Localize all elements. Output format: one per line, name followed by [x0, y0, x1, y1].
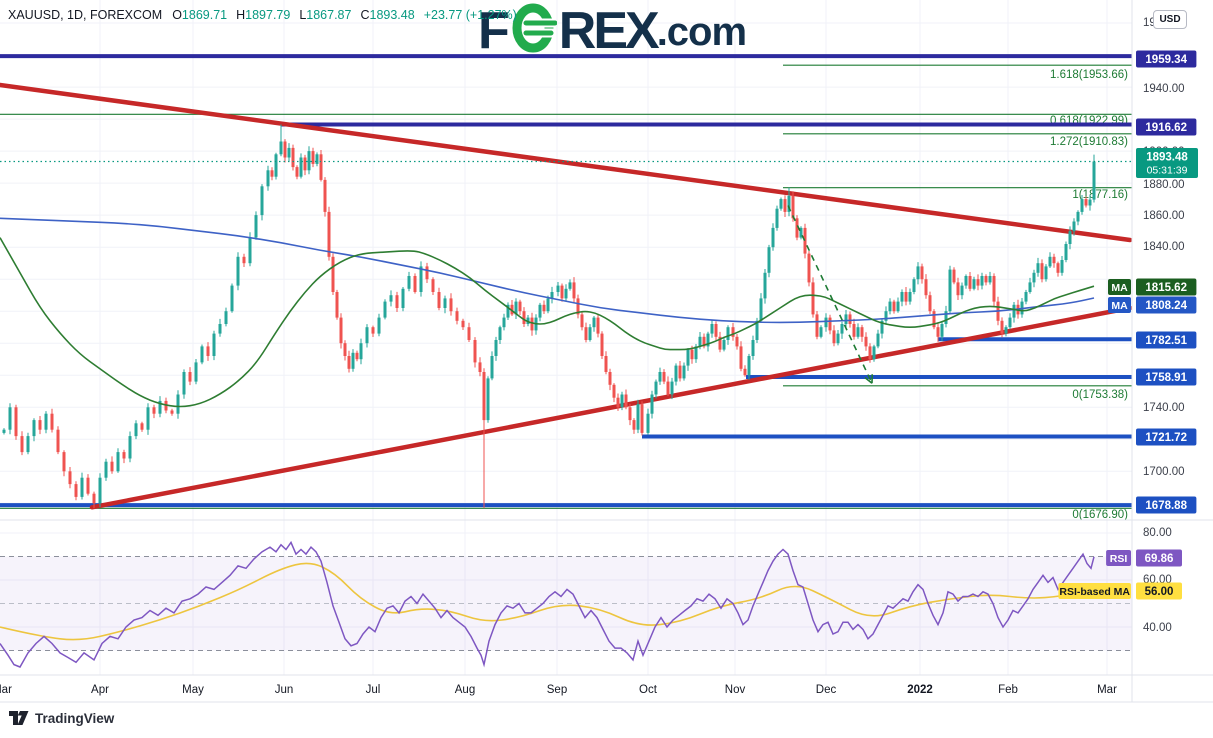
- axis-price-label: 1880.00: [1143, 179, 1185, 191]
- price-badge-value: 69.86: [1145, 553, 1174, 565]
- currency-usd-button[interactable]: USD: [1153, 10, 1187, 29]
- fib-level-label: 1.272(1910.83): [1050, 136, 1128, 148]
- close-value: 1893.48: [369, 8, 415, 22]
- price-badge-value: 56.00: [1145, 586, 1174, 598]
- axis-price-label: 1740.00: [1143, 402, 1185, 414]
- logo-euro-o-icon: [511, 0, 558, 58]
- indicator-chip: [1108, 279, 1131, 295]
- axis-price-label: 40.00: [1143, 622, 1172, 634]
- price-badge-value: 1758.91: [1145, 372, 1187, 384]
- axis-month-label: Apr: [91, 684, 109, 696]
- open-value: 1869.71: [181, 8, 228, 22]
- rsi-overbought-oversold-band: [0, 556, 1132, 651]
- logo-tld: .com: [656, 10, 747, 54]
- low-value: 1867.87: [306, 8, 352, 22]
- price-badge: [1136, 368, 1197, 386]
- price-badge-value: 1959.34: [1145, 54, 1187, 66]
- axis-price-label: 80.00: [1143, 527, 1172, 539]
- indicator-chip: [1108, 297, 1131, 313]
- pane-separators: [0, 0, 1213, 703]
- price-badge-value: 1916.62: [1145, 122, 1187, 134]
- price-badge-value: 1678.88: [1145, 500, 1187, 512]
- axis-month-label: 2022: [907, 684, 933, 696]
- indicator-chip-label: RSI: [1110, 553, 1128, 565]
- price-badge: [1136, 331, 1197, 349]
- axis-month-label: Jun: [275, 684, 294, 696]
- indicator-chip: [1058, 583, 1131, 599]
- projection-arrow[interactable]: [787, 205, 873, 384]
- tradingview-attribution[interactable]: TradingView: [8, 710, 114, 727]
- ma-50-line: [0, 237, 1095, 408]
- tradingview-brand-text: TradingView: [35, 711, 115, 726]
- indicator-chip: [1106, 550, 1131, 566]
- axis-month-label: Dec: [816, 684, 837, 696]
- price-badge-value: 1808.24: [1145, 300, 1187, 312]
- rsi-ma-line: [0, 562, 1095, 641]
- axis-price-label: 1840.00: [1143, 241, 1185, 253]
- price-axis[interactable]: 1980.001940.001900.001880.001860.001840.…: [1143, 17, 1185, 634]
- price-badge: [1136, 50, 1197, 68]
- indicator-chip-label: MA: [1111, 282, 1128, 294]
- axis-month-label: May: [182, 684, 204, 696]
- price-badge-value: 1782.51: [1145, 335, 1187, 347]
- rsi-line: [0, 540, 1095, 668]
- axis-month-label: Feb: [998, 684, 1018, 696]
- axis-month-label: Mar: [1097, 684, 1117, 696]
- axis-month-label: Jul: [366, 684, 381, 696]
- open-label: O: [172, 8, 182, 22]
- support-resistance-lines[interactable]: [0, 54, 1132, 508]
- fib-level-label: 1.618(1953.66): [1050, 69, 1128, 81]
- change-value: +23.77 (+1.27%): [423, 8, 517, 22]
- symbol-title[interactable]: XAUUSD, 1D, FOREXCOM: [8, 8, 163, 22]
- price-badge: [1136, 428, 1197, 446]
- time-axis[interactable]: Mar Apr May Jun Jul Aug Sep Oct Nov Dec 2022 Feb Mar: [0, 684, 1117, 696]
- price-badge: [1136, 496, 1197, 514]
- logo-letter-f: F: [478, 2, 510, 60]
- axis-month-label: Nov: [725, 684, 746, 696]
- candlestick-series: [2, 124, 1096, 509]
- price-badge: [1136, 118, 1197, 136]
- price-badge: [1136, 296, 1197, 314]
- axis-month-label: Oct: [639, 684, 658, 696]
- axis-month-label: Mar: [0, 684, 12, 696]
- tradingview-logo-icon: [8, 710, 29, 727]
- price-badge: [1136, 278, 1197, 296]
- indicator-chip-label: MA: [1111, 300, 1128, 312]
- fib-level-label: 0(1753.38): [1072, 389, 1128, 401]
- low-label: L: [299, 8, 307, 22]
- rsi-indicator: [0, 540, 1095, 668]
- price-badge-value: 1721.72: [1145, 432, 1187, 444]
- indicator-chip-label: RSI-based MA: [1059, 586, 1130, 598]
- symbol-header: XAUUSD, 1D, FOREXCOM O1869.71 H1897.79 L…: [8, 8, 517, 22]
- price-badge: [1136, 549, 1182, 567]
- fib-level-label: 0(1676.90): [1072, 509, 1128, 521]
- price-badge: [1136, 148, 1198, 178]
- axis-price-label: 1700.00: [1143, 466, 1185, 478]
- trend-lines[interactable]: [0, 82, 1133, 510]
- price-badge-value: 1815.62: [1145, 282, 1187, 294]
- close-label: C: [360, 8, 370, 22]
- axis-month-label: Aug: [455, 684, 475, 696]
- high-value: 1897.79: [245, 8, 291, 22]
- axis-month-label: Sep: [547, 684, 567, 696]
- price-badge-value: 1893.48: [1146, 152, 1188, 164]
- axis-price-label: 1940.00: [1143, 83, 1185, 95]
- axis-price-label: 1860.00: [1143, 210, 1185, 222]
- ma-100-line: [0, 217, 1095, 324]
- price-badge: [1136, 582, 1182, 600]
- forex-com-logo: F REX .com: [478, 0, 747, 60]
- high-label: H: [236, 8, 246, 22]
- badge-countdown: 05:31:39: [1147, 165, 1188, 177]
- moving-averages: [0, 217, 1095, 408]
- logo-letters-rex: REX: [558, 2, 660, 60]
